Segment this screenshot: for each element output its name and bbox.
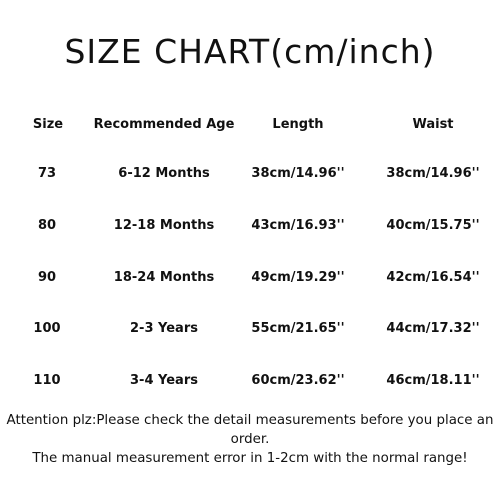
table-row: 73 6-12 Months 38cm/14.96'' 38cm/14.96'' [0, 166, 500, 186]
column-header-waist: Waist [412, 117, 454, 132]
attention-note-continued: order. [230, 432, 270, 447]
table-row: 100 2-3 Years 55cm/21.65'' 44cm/17.32'' [0, 321, 500, 341]
size-cell: 110 [33, 373, 61, 388]
waist-cell: 46cm/18.11'' [386, 373, 480, 388]
size-cell: 73 [37, 166, 57, 181]
waist-cell: 42cm/16.54'' [386, 270, 480, 285]
size-cell: 80 [37, 218, 57, 233]
table-row: 80 12-18 Months 43cm/16.93'' 40cm/15.75'… [0, 218, 500, 238]
length-cell: 38cm/14.96'' [251, 166, 345, 181]
table-header: Size Recommended Age Length Waist [0, 117, 500, 137]
waist-cell: 40cm/15.75'' [386, 218, 480, 233]
table-row: 110 3-4 Years 60cm/23.62'' 46cm/18.11'' [0, 373, 500, 393]
attention-note: Attention plz:Please check the detail me… [6, 413, 494, 428]
size-cell: 90 [37, 270, 57, 285]
length-cell: 43cm/16.93'' [251, 218, 345, 233]
age-cell: 2-3 Years [130, 321, 198, 336]
column-header-size: Size [32, 117, 64, 132]
waist-cell: 38cm/14.96'' [386, 166, 480, 181]
measurement-notes: Attention plz:Please check the detail me… [0, 411, 500, 468]
age-cell: 3-4 Years [130, 373, 198, 388]
age-cell: 12-18 Months [113, 218, 215, 233]
length-cell: 60cm/23.62'' [251, 373, 345, 388]
waist-cell: 44cm/17.32'' [386, 321, 480, 336]
size-cell: 100 [33, 321, 61, 336]
table-row: 90 18-24 Months 49cm/19.29'' 42cm/16.54'… [0, 270, 500, 290]
age-cell: 18-24 Months [113, 270, 215, 285]
column-header-recommended-age: Recommended Age [93, 117, 235, 132]
error-range-note: The manual measurement error in 1-2cm wi… [32, 451, 468, 466]
length-cell: 49cm/19.29'' [251, 270, 345, 285]
length-cell: 55cm/21.65'' [251, 321, 345, 336]
page-title: SIZE CHART(cm/inch) [64, 32, 436, 71]
age-cell: 6-12 Months [118, 166, 210, 181]
column-header-length: Length [272, 117, 324, 132]
